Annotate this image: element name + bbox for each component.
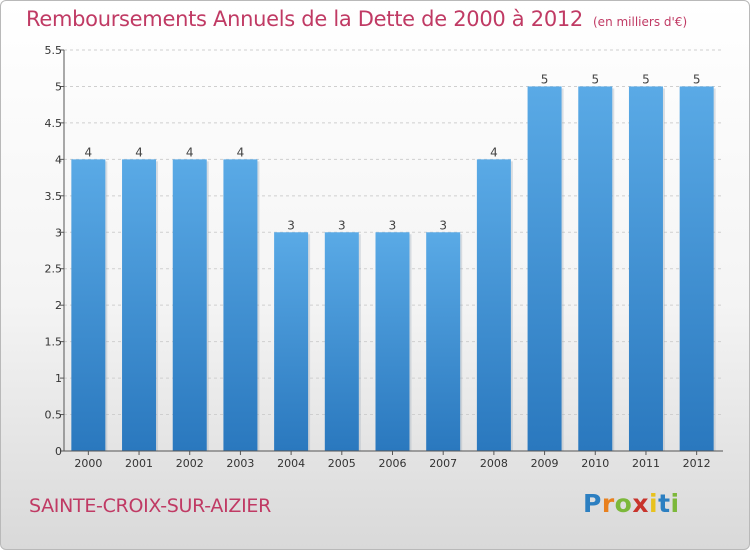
chart-title: Remboursements Annuels de la Dette de 20… [26,7,687,31]
data-label: 3 [439,218,447,232]
x-tick-label: 2010 [581,457,609,470]
bar [679,86,714,452]
bar [324,232,359,451]
data-label: 4 [186,145,194,159]
logo-letter: i [649,489,659,518]
x-tick-label: 2002 [176,457,204,470]
x-tick-label: 2009 [531,457,559,470]
x-tick-label: 2011 [632,457,660,470]
data-label: 4 [237,145,245,159]
y-tick-label: 4.5 [45,117,63,130]
bar [426,232,461,451]
bar [476,159,511,451]
y-tick-label: 2 [55,299,62,312]
data-label: 5 [642,72,650,86]
commune-name: SAINTE-CROIX-SUR-AIZIER [29,495,272,517]
data-label: 4 [135,145,143,159]
x-tick-label: 2006 [379,457,407,470]
chart-unit: (en milliers d'€) [593,15,688,29]
data-label: 4 [490,145,498,159]
x-tick-label: 2008 [480,457,508,470]
y-tick-label: 0.5 [45,409,63,422]
bar [274,232,309,451]
x-tick-label: 2003 [226,457,254,470]
data-label: 3 [389,218,397,232]
chart-title-text: Remboursements Annuels de la Dette de 20… [26,7,583,31]
x-tick-label: 2004 [277,457,305,470]
logo-letter: o [614,489,633,518]
bar [628,86,663,452]
data-label: 5 [541,72,549,86]
logo-letter: i [670,489,680,518]
bar [172,159,207,451]
y-tick-label: 5.5 [45,44,63,57]
proxiti-logo: Proxiti [583,489,680,518]
data-label: 5 [693,72,701,86]
bar [527,86,562,452]
bar [578,86,613,452]
bar [122,159,157,451]
data-label: 3 [338,218,346,232]
y-tick-label: 1 [55,372,62,385]
data-label: 3 [287,218,295,232]
bar [223,159,258,451]
x-tick-label: 2001 [125,457,153,470]
x-tick-label: 2005 [328,457,356,470]
y-tick-label: 1.5 [45,336,63,349]
x-tick-label: 2007 [429,457,457,470]
y-tick-label: 4 [55,153,62,166]
x-tick-label: 2000 [74,457,102,470]
logo-letter: x [632,489,649,518]
y-tick-label: 3.5 [45,190,63,203]
y-tick-label: 2.5 [45,263,63,276]
logo-letter: t [658,489,671,518]
y-tick-label: 5 [55,80,62,93]
bar [375,232,410,451]
data-label: 5 [591,72,599,86]
logo-letter: P [583,489,602,518]
y-tick-label: 0 [55,445,62,458]
bars: 4 4 4 4 3 3 3 3 4 5 5 5 5 [71,72,716,452]
logo-letter: r [601,489,615,518]
y-tick-label: 3 [55,226,62,239]
data-label: 4 [85,145,93,159]
axes: 0 0.5 1 1.5 2 2.5 3 3.5 4 4.5 5 5.5 2000 2001 2002 2003… [45,44,723,470]
x-tick-label: 2012 [683,457,711,470]
bar [71,159,106,451]
